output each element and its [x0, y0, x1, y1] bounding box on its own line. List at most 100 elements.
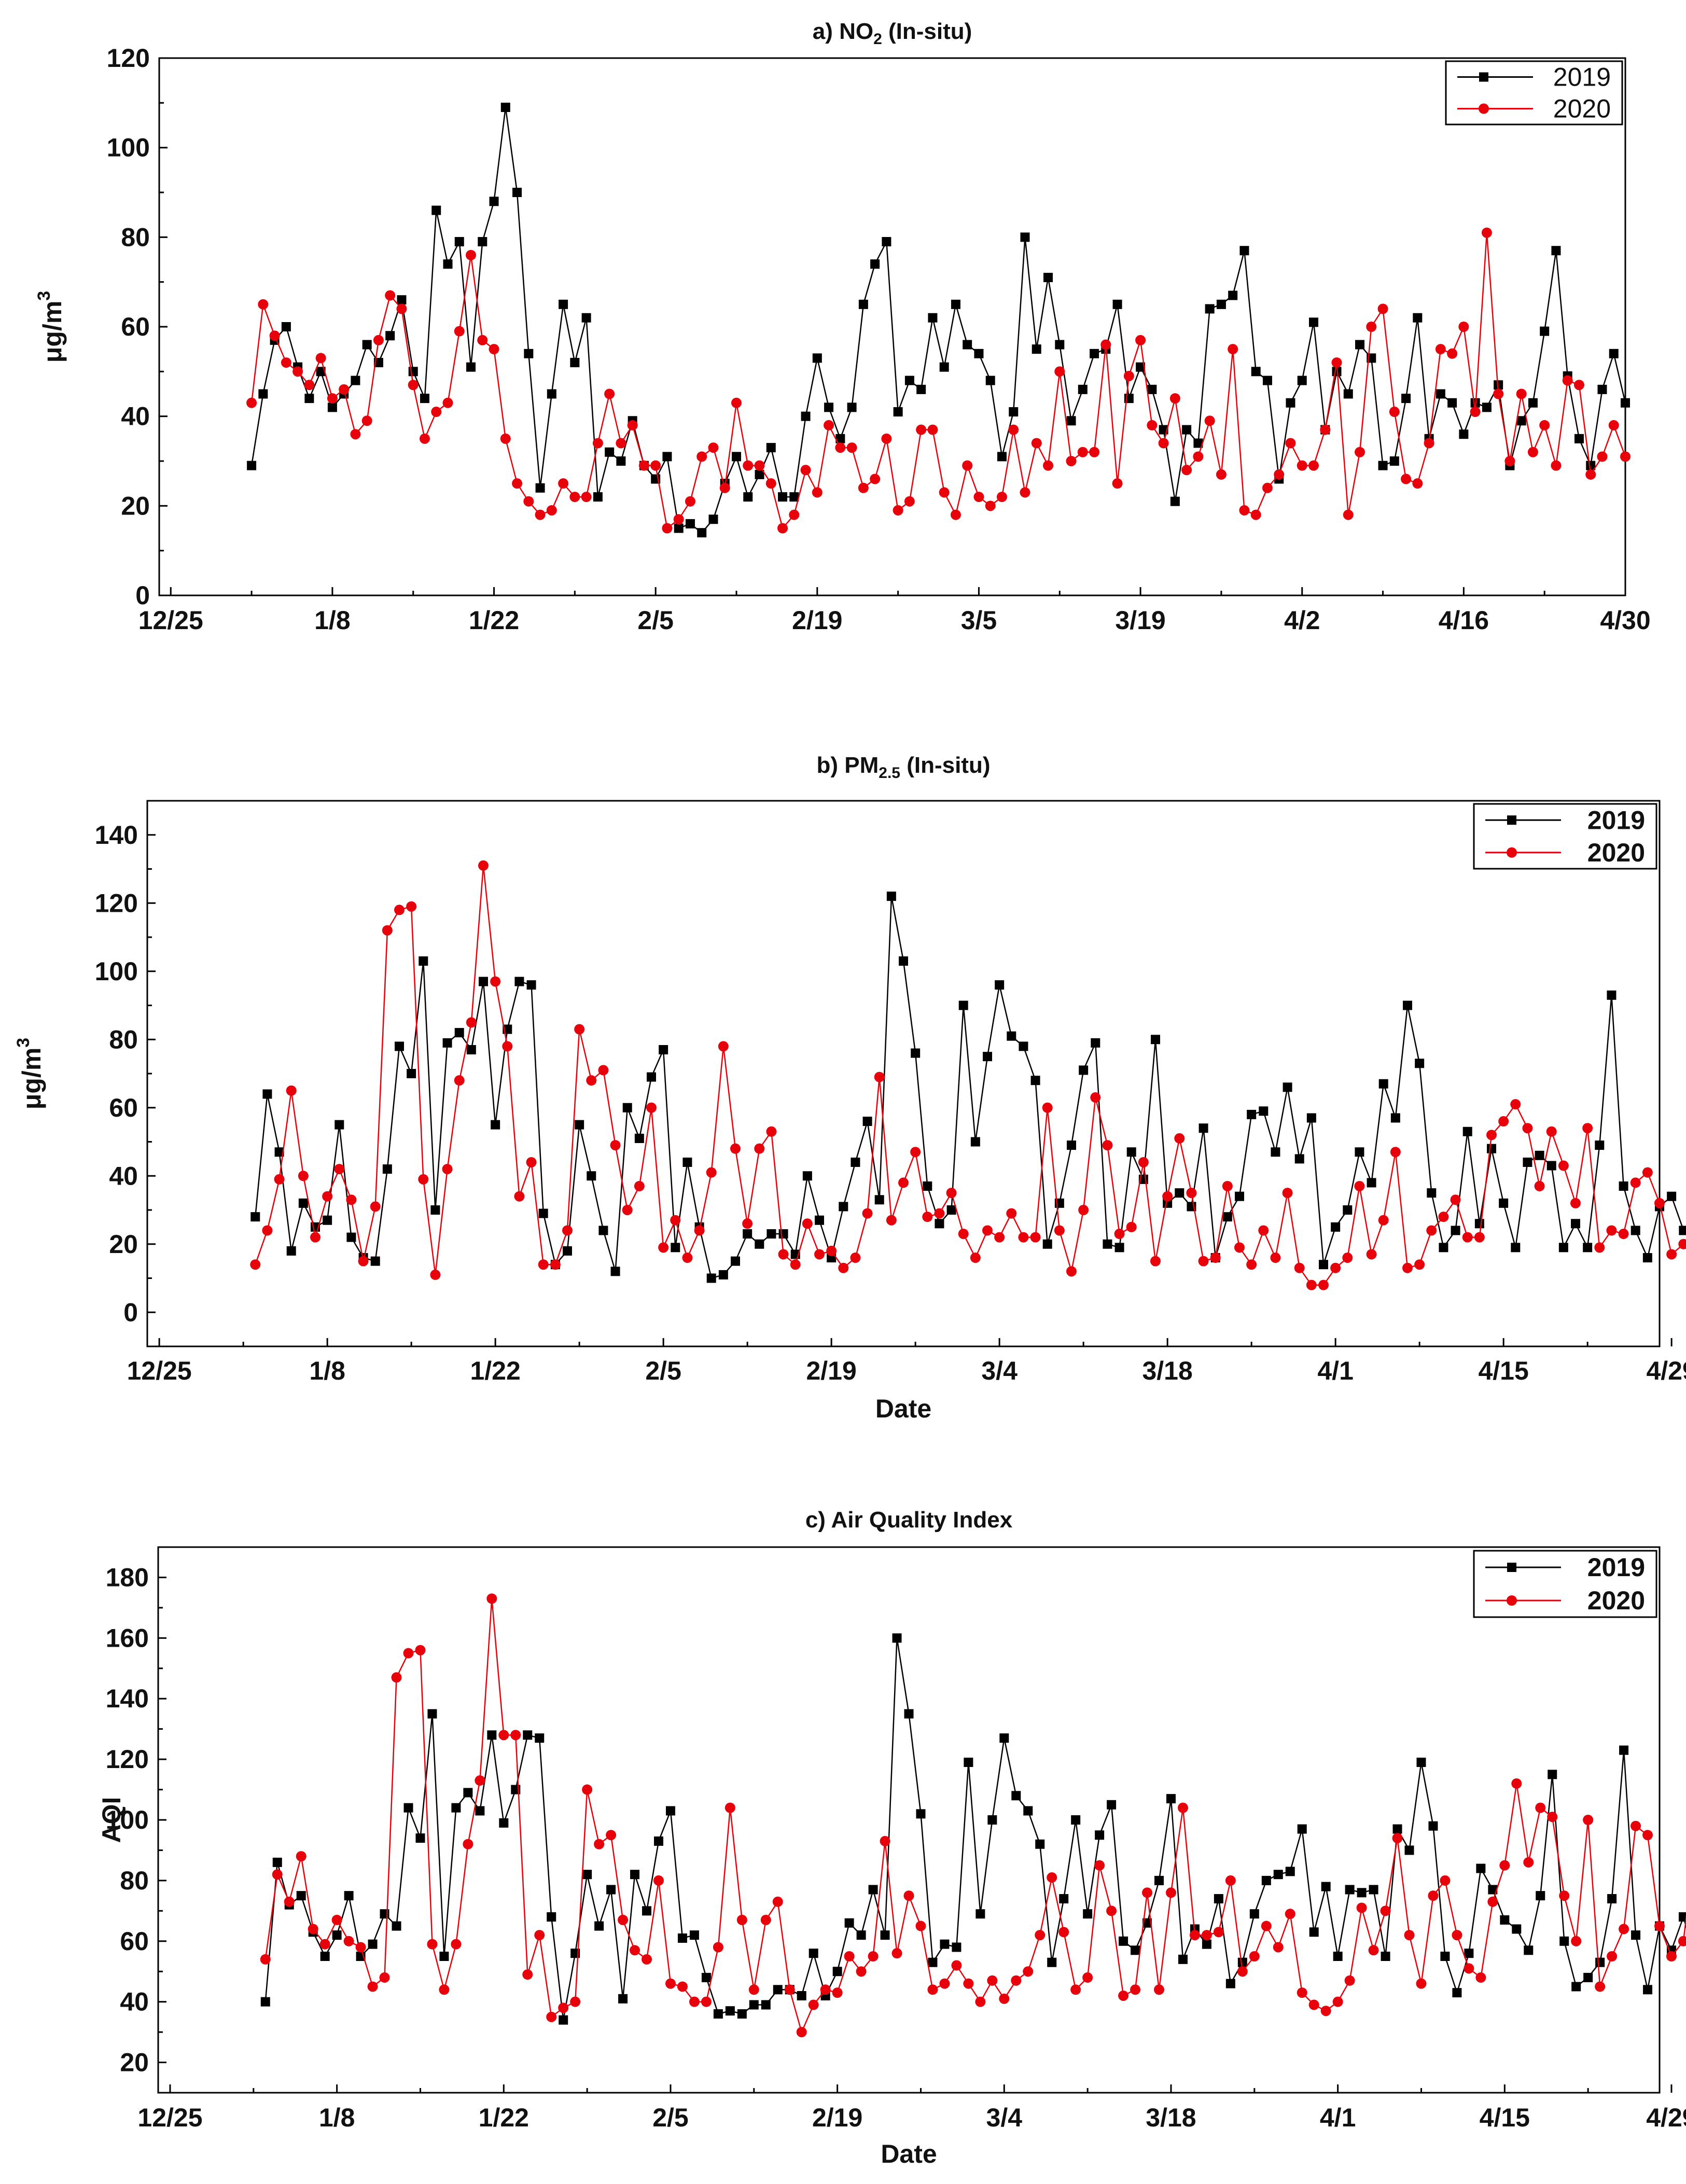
x-tick-label: 4/30: [1600, 606, 1650, 635]
data-point-2020: [558, 478, 569, 489]
data-point-2019: [1464, 1949, 1474, 1958]
x-tick-label: 1/8: [319, 2103, 355, 2132]
data-point-2019: [1216, 299, 1226, 309]
data-point-2019: [1285, 1867, 1295, 1876]
data-point-2019: [385, 331, 395, 341]
data-point-2020: [1261, 1921, 1272, 1931]
y-tick-label: 40: [109, 1161, 138, 1190]
data-point-2020: [858, 482, 869, 493]
data-point-2020: [250, 1259, 261, 1270]
data-point-2019: [1042, 1239, 1052, 1249]
y-tick-label: 100: [107, 133, 150, 162]
chart-panel-2: c) Air Quality Index 20 40 60 80 100 120 140 160…: [97, 1507, 1686, 2168]
x-tick-label: 4/1: [1317, 1356, 1354, 1385]
data-point-2019: [500, 102, 510, 112]
data-point-2019: [1619, 1745, 1629, 1755]
data-point-2019: [970, 1137, 980, 1147]
data-point-2019: [559, 2015, 568, 2025]
data-point-2020: [1246, 1259, 1257, 1270]
data-point-2020: [1330, 1262, 1341, 1273]
data-point-2020: [1597, 451, 1608, 462]
data-point-2019: [1259, 1106, 1269, 1116]
series-line-2019: [250, 107, 1626, 534]
data-point-2020: [789, 509, 800, 520]
data-point-2019: [1175, 1188, 1185, 1198]
data-point-2020: [1389, 407, 1400, 418]
x-tick-label: 2/5: [637, 606, 674, 635]
data-point-2019: [1462, 1126, 1472, 1136]
data-point-2019: [1523, 1157, 1532, 1167]
data-point-2020: [856, 1966, 867, 1977]
data-point-2020: [1142, 1887, 1153, 1898]
legend-box: [1445, 60, 1623, 126]
data-point-2020: [281, 357, 291, 368]
data-point-2020: [778, 1249, 789, 1260]
data-point-2020: [284, 1896, 295, 1907]
x-axis-label: Date: [881, 2139, 937, 2168]
data-point-2020: [1344, 1975, 1355, 1986]
data-point-2020: [886, 1215, 897, 1226]
data-point-2019: [1574, 434, 1584, 443]
legend-label-2019: 2019: [1587, 1553, 1645, 1582]
data-point-2019: [1032, 344, 1041, 354]
data-point-2020: [658, 1242, 669, 1253]
data-point-2019: [1609, 349, 1619, 358]
data-point-2020: [296, 1851, 306, 1862]
data-point-2019: [1249, 1909, 1259, 1919]
data-point-2020: [1031, 438, 1042, 449]
data-point-2020: [385, 290, 396, 301]
data-point-2020: [1090, 1092, 1101, 1103]
data-point-2020: [939, 487, 950, 498]
data-point-2020: [874, 1072, 885, 1082]
y-tick-label: 80: [109, 1025, 138, 1054]
data-point-2020: [1225, 1875, 1236, 1886]
plot-area: [157, 1546, 1661, 2094]
data-point-2020: [1011, 1975, 1022, 1986]
data-point-2020: [826, 1245, 837, 1256]
x-tick-label: 3/19: [1115, 606, 1165, 635]
data-point-2020: [1366, 1249, 1377, 1260]
data-point-2019: [1251, 367, 1261, 377]
data-point-2020: [489, 344, 499, 355]
data-point-2020: [893, 505, 903, 516]
data-point-2019: [647, 1072, 656, 1082]
data-point-2019: [1007, 1031, 1016, 1041]
data-point-2020: [1666, 1249, 1677, 1260]
data-point-2020: [1458, 322, 1469, 332]
data-point-2019: [1343, 1205, 1353, 1215]
data-point-2020: [1008, 424, 1019, 435]
chart-panel-0: a) NO2 (In-situ) 0 20 40 60 80 100 120 12/25 1/8 1…: [34, 19, 1651, 635]
data-point-2020: [415, 1645, 426, 1656]
data-point-2019: [1261, 1875, 1271, 1885]
data-point-2020: [618, 1914, 629, 1925]
data-point-2020: [1571, 1936, 1582, 1946]
data-point-2019: [974, 349, 984, 358]
data-point-2020: [592, 438, 603, 449]
data-point-2020: [1077, 447, 1088, 457]
data-point-2020: [1498, 1116, 1509, 1127]
data-point-2019: [1378, 461, 1388, 470]
data-point-2019: [701, 1972, 711, 1982]
data-point-2019: [575, 1120, 584, 1130]
data-point-2020: [1493, 388, 1504, 399]
x-tick-label: 3/5: [961, 606, 997, 635]
data-point-2020: [1447, 348, 1458, 359]
data-point-2020: [454, 1075, 465, 1086]
data-point-2019: [832, 1967, 842, 1977]
data-point-2019: [1119, 1936, 1128, 1946]
data-point-2020: [1607, 1951, 1618, 1962]
data-point-2019: [1043, 273, 1053, 283]
data-point-2019: [671, 1243, 680, 1253]
data-point-2019: [1428, 1821, 1438, 1831]
data-point-2020: [963, 1978, 974, 1989]
data-point-2020: [1308, 1999, 1319, 2010]
data-point-2020: [1487, 1896, 1498, 1907]
data-point-2019: [1297, 375, 1307, 385]
data-point-2020: [1594, 1242, 1605, 1253]
data-point-2020: [581, 492, 592, 503]
data-point-2019: [1528, 398, 1538, 408]
data-point-2020: [754, 460, 765, 471]
data-point-2020: [973, 492, 984, 503]
